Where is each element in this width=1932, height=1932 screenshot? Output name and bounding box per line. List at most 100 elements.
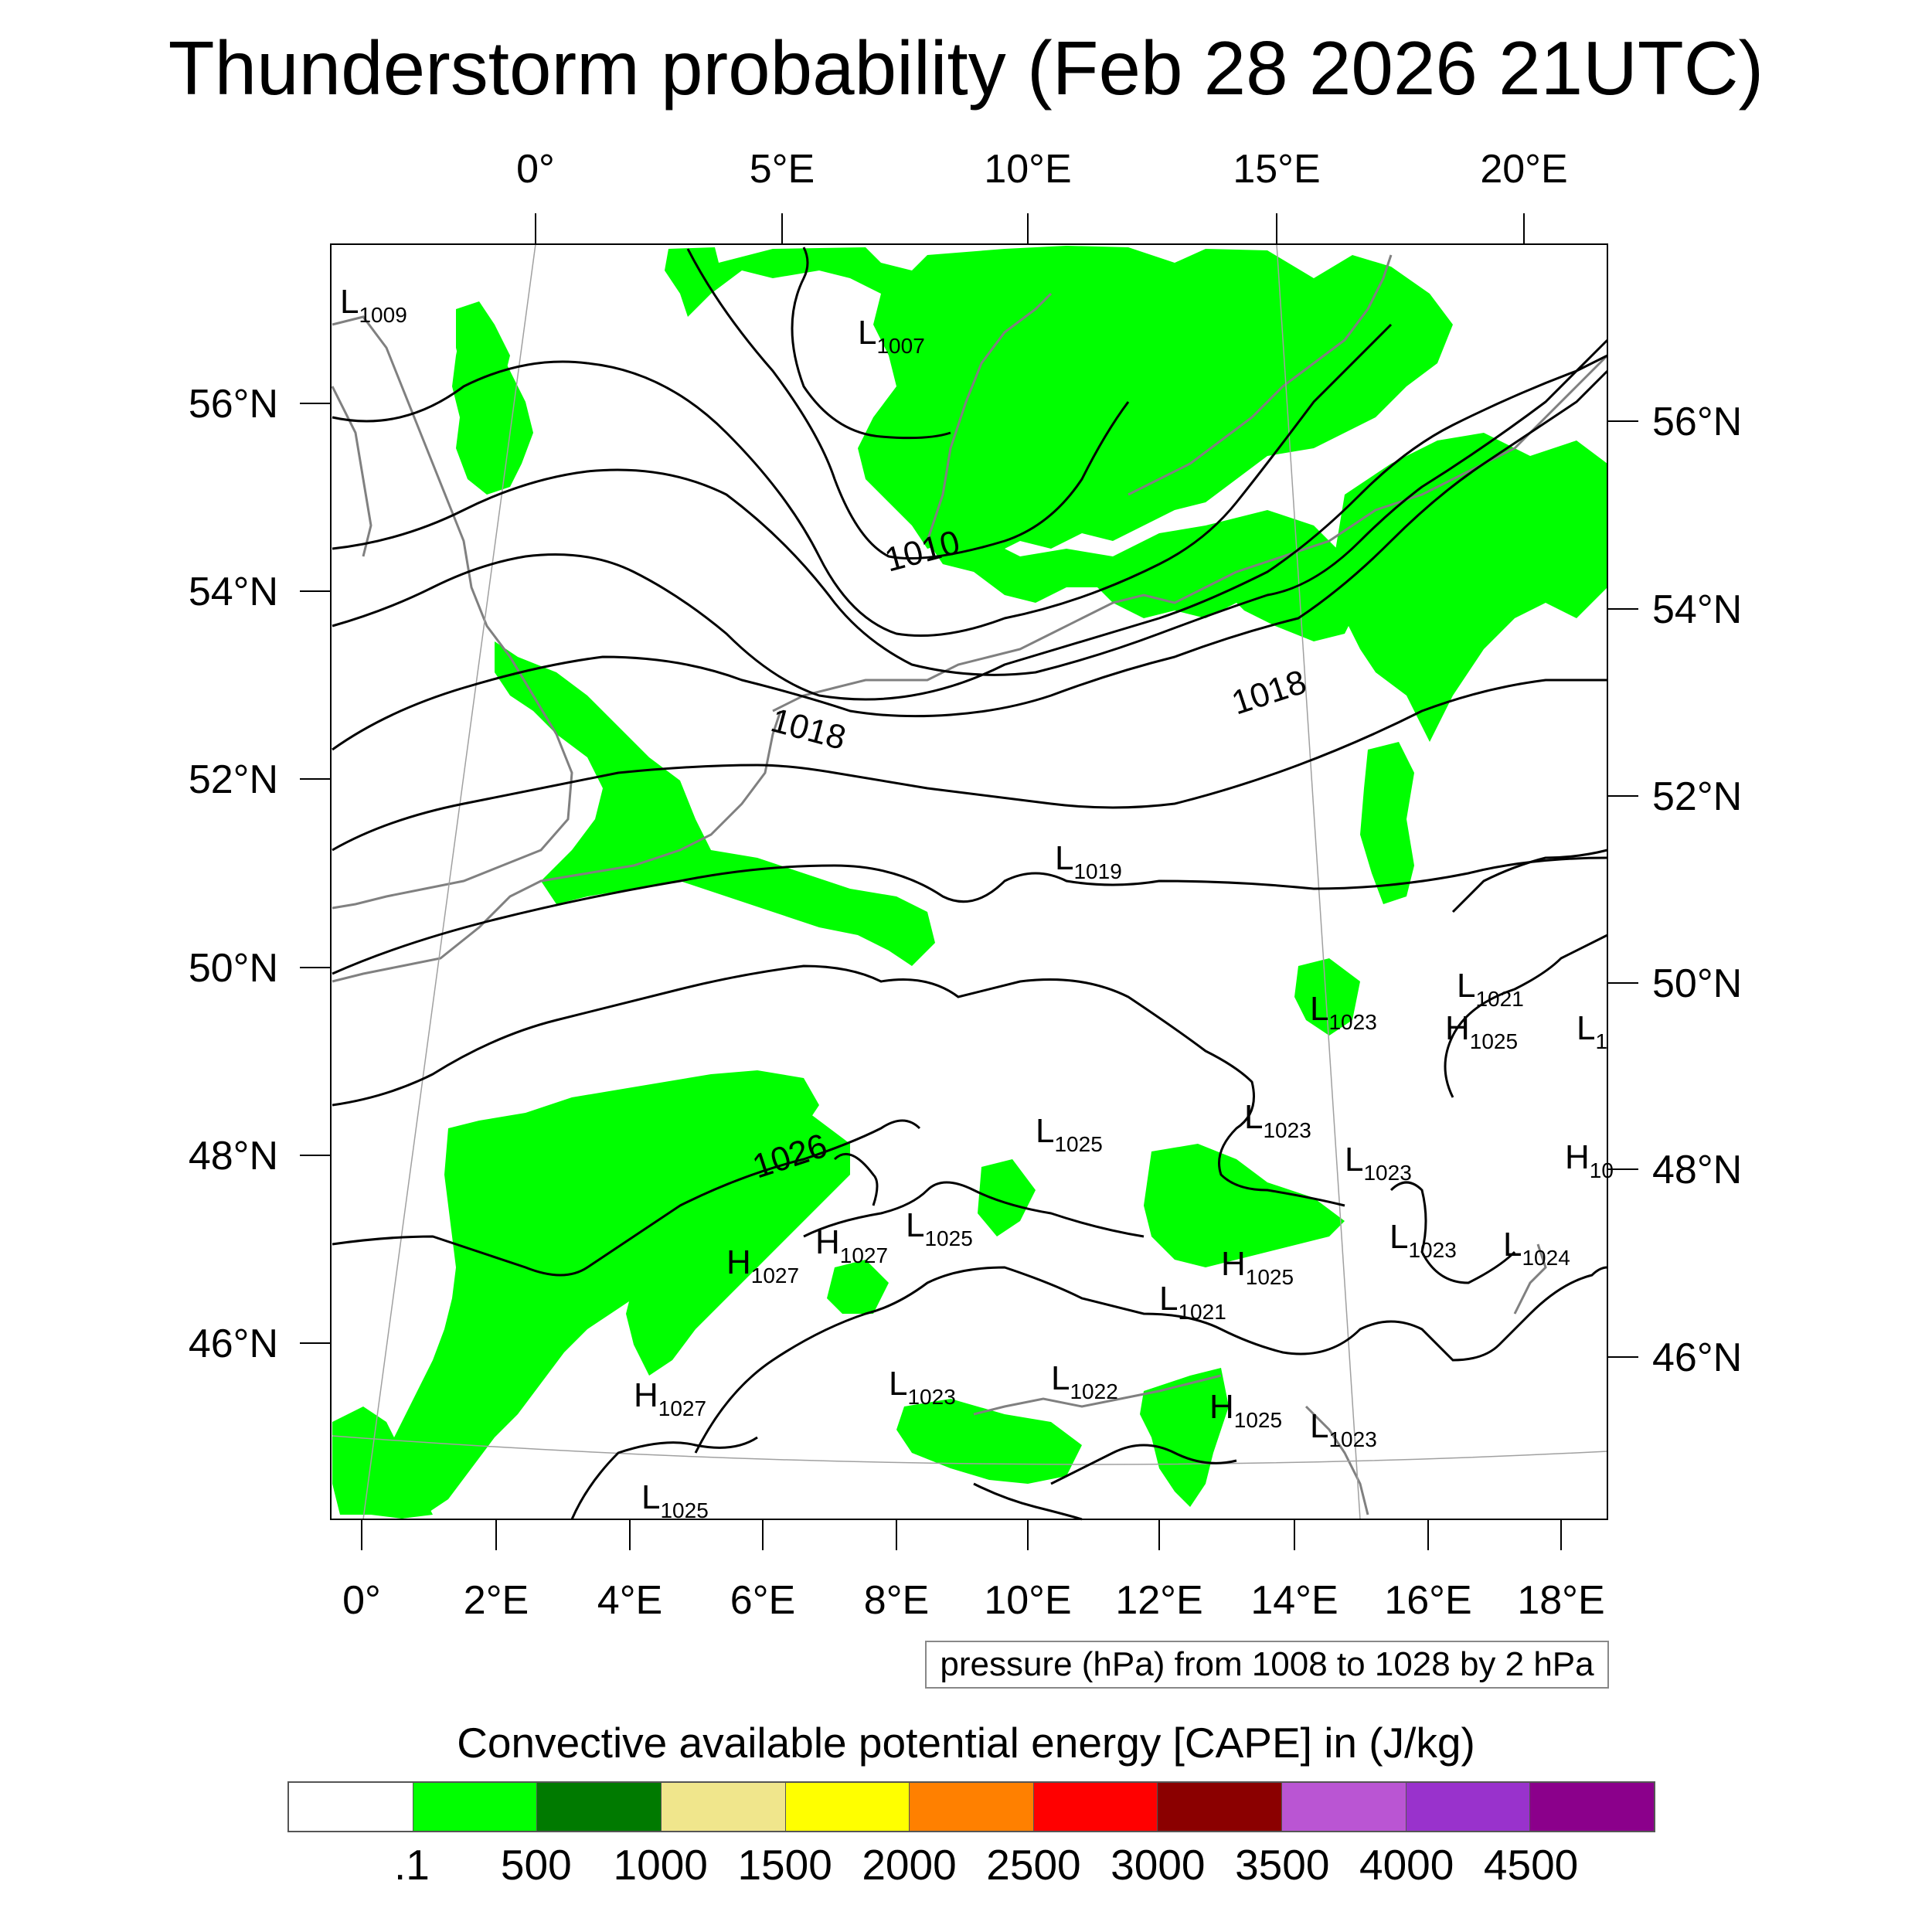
- colorbar-swatch: [785, 1783, 910, 1831]
- coast-denmark: [926, 292, 1053, 542]
- top-lon-label: 10°E: [984, 147, 1071, 192]
- coast-north-france-belgium: [332, 710, 782, 983]
- right-lat-label: 50°N: [1652, 961, 1742, 1006]
- pressure-center-label: L1023: [889, 1365, 956, 1409]
- pressure-center-label: H1025: [1221, 1245, 1294, 1289]
- isobar-1018: [332, 679, 1607, 852]
- pressure-contours: [332, 247, 1609, 1521]
- cape-area-channel-belgium: [495, 641, 935, 966]
- right-lat-label: 46°N: [1652, 1335, 1742, 1380]
- bottom-lon-label: 8°E: [864, 1578, 929, 1623]
- colorbar-swatch: [1282, 1783, 1406, 1831]
- colorbar-swatch: [1158, 1783, 1283, 1831]
- pressure-center-label: L1023: [1310, 990, 1377, 1034]
- colorbar-swatch: [910, 1783, 1034, 1831]
- colorbar-label: 1000: [613, 1841, 708, 1889]
- pressure-center-label: L1025: [906, 1206, 973, 1250]
- pressure-center-label: H1025: [1445, 1009, 1518, 1053]
- colorbar-label: 4000: [1359, 1841, 1454, 1889]
- pressure-center-label: H1027: [815, 1223, 888, 1267]
- top-lon-label: 5°E: [750, 147, 815, 192]
- pressure-center-label: L1022: [1051, 1359, 1118, 1403]
- pressure-center-label: L1023: [1244, 1098, 1311, 1142]
- isobar-1014: [332, 354, 1608, 701]
- colorbar-label: 4500: [1483, 1841, 1579, 1889]
- pressure-center-label: L1007: [858, 314, 925, 358]
- isobar-1024-croatia: [973, 1482, 1083, 1521]
- pressure-center-label: L1019: [1055, 839, 1122, 883]
- pressure-center-label: L1021: [1457, 967, 1524, 1011]
- bottom-lon-label: 0°: [342, 1578, 381, 1623]
- left-lat-labels: 56°N 54°N 52°N 50°N 48°N 46°N: [189, 382, 278, 1366]
- pressure-center-label: H10: [1565, 1138, 1614, 1182]
- isobar-1026-south: [570, 1436, 758, 1520]
- right-lat-label: 52°N: [1652, 774, 1742, 819]
- bottom-lon-label: 6°E: [730, 1578, 795, 1623]
- bottom-lon-label: 18°E: [1517, 1578, 1604, 1623]
- coast-gulf-of-riga: [1513, 1243, 1547, 1315]
- pressure-centers: L1009 L1007 L1019 L1021 H1025 L1023 L1 L…: [340, 283, 1614, 1522]
- pressure-center-label: L1021: [1159, 1280, 1226, 1324]
- colorbar-swatch: [413, 1783, 538, 1831]
- right-lat-labels: 56°N 54°N 52°N 50°N 48°N 46°N: [1652, 400, 1742, 1380]
- cape-areas: [332, 246, 1607, 1519]
- isobar-1026-east: [1389, 1181, 1516, 1284]
- pressure-center-label: L1023: [1389, 1218, 1457, 1262]
- colorbar-swatch: [1406, 1783, 1531, 1831]
- coastlines: [331, 254, 1609, 1515]
- isobar-1016: [332, 369, 1609, 751]
- pressure-center-label: L1025: [1036, 1112, 1103, 1156]
- isobar-1020: [332, 856, 1608, 975]
- cape-area-switzerland: [827, 1260, 889, 1314]
- left-lat-label: 54°N: [189, 570, 278, 614]
- right-lat-label: 48°N: [1652, 1148, 1742, 1192]
- bottom-lon-label: 4°E: [597, 1578, 662, 1623]
- colorbar-label: 1500: [737, 1841, 832, 1889]
- colorbar-swatch: [537, 1783, 662, 1831]
- isobar-1022-east: [1451, 849, 1608, 913]
- isobar-1026: [833, 1152, 879, 1206]
- map-title: Thunderstorm probability (Feb 28 2026 21…: [168, 26, 1764, 111]
- left-lat-label: 48°N: [189, 1134, 278, 1179]
- isobar-1010: [332, 323, 1393, 637]
- cape-area-east-germany: [1360, 742, 1414, 904]
- isobar-1006: [791, 247, 951, 440]
- contour-info-box: pressure (hPa) from 1008 to 1028 by 2 hP…: [925, 1641, 1609, 1689]
- colorbar-label: 3000: [1111, 1841, 1206, 1889]
- colorbar-label: 3500: [1235, 1841, 1330, 1889]
- isobar-1024-slovenia: [1050, 1444, 1237, 1485]
- map-border: [330, 243, 1608, 1520]
- coast-norway-west: [331, 386, 372, 557]
- colorbar-title: Convective available potential energy [C…: [457, 1719, 1475, 1767]
- pressure-center-label: L1: [1577, 1009, 1607, 1053]
- bottom-lon-label: 16°E: [1384, 1578, 1471, 1623]
- right-lat-label: 56°N: [1652, 400, 1742, 444]
- top-lon-label: 15°E: [1233, 147, 1320, 192]
- bottom-lon-label: 2°E: [464, 1578, 529, 1623]
- pressure-center-label: L1023: [1345, 1141, 1412, 1185]
- coast-uk: [332, 315, 573, 910]
- pressure-center-label: L1009: [340, 283, 407, 327]
- coast-italy-north: [973, 1374, 1222, 1416]
- tick-marks: [300, 213, 1638, 1550]
- colorbar: [287, 1781, 1655, 1832]
- colorbar-swatch: [1530, 1783, 1655, 1831]
- left-lat-label: 56°N: [189, 382, 278, 427]
- isobar-1012: [332, 338, 1609, 676]
- isobar-1024: [332, 1119, 921, 1277]
- isobar-1026-alps: [803, 1181, 1145, 1238]
- cape-area-adriatic: [1140, 1368, 1229, 1507]
- colorbar-swatch: [661, 1783, 786, 1831]
- left-lat-label: 50°N: [189, 946, 278, 991]
- pressure-center-label: H1027: [634, 1376, 706, 1420]
- coast-netherlands-germany: [772, 570, 1237, 713]
- pressure-center-label: L1025: [641, 1478, 709, 1522]
- isobar-1024-south: [694, 1266, 1608, 1454]
- bottom-lon-label: 14°E: [1250, 1578, 1338, 1623]
- cape-area-po-valley: [896, 1399, 1082, 1484]
- colorbar-label: 2500: [986, 1841, 1081, 1889]
- cape-area-alps-east: [1144, 1144, 1345, 1267]
- bottom-lon-labels: 0° 2°E 4°E 6°E 8°E 10°E 12°E 14°E 16°E 1…: [342, 1578, 1605, 1623]
- top-lon-label: 0°: [516, 147, 555, 192]
